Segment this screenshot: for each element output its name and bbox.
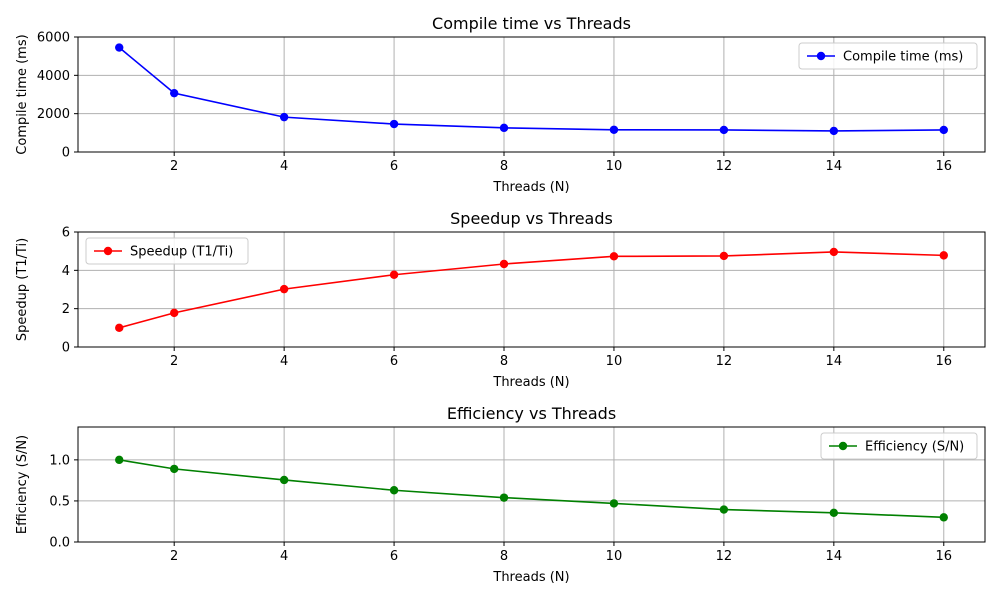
chart-title: Speedup vs Threads (450, 209, 613, 228)
subplot-1: 2 4 6 8 10 12 14 16 0 2000 4000 6000 Compile time vs… (15, 14, 986, 195)
data-point (389, 119, 399, 129)
data-point (499, 259, 509, 269)
data-point (499, 493, 509, 502)
data-point (115, 43, 124, 52)
x-axis-label: Threads (N) (492, 375, 569, 390)
x-tick-label: 4 (280, 549, 288, 564)
legend-label: Efficiency (S/N) (865, 440, 964, 455)
y-axis-label: Speedup (T1/Ti) (15, 238, 30, 341)
data-point (609, 125, 619, 134)
y-tick-label: 0.0 (49, 536, 70, 551)
legend-box (820, 432, 978, 460)
x-tick-label: 6 (390, 159, 398, 174)
data-point (609, 252, 619, 261)
legend-box (85, 237, 249, 265)
data-point (499, 123, 509, 133)
x-tick-label: 2 (170, 159, 178, 174)
x-tick-label: 4 (280, 159, 288, 174)
axes-frame (77, 231, 986, 348)
subplot-3: 2 4 6 8 10 12 14 16 0.0 0.5 1.0 Efficiency vs Threa… (15, 404, 986, 585)
data-point (939, 125, 948, 135)
y-tick-label: 4000 (37, 69, 70, 84)
data-point (279, 112, 289, 122)
subplot-2: 2 4 6 8 10 12 14 16 0 2 4 6 Speedup vs Threads Thread… (15, 209, 986, 390)
data-point (939, 251, 948, 260)
y-tick-label: 4 (62, 264, 70, 279)
data-point (829, 508, 839, 518)
y-tick-label: 0 (62, 341, 70, 356)
axes-frame (77, 426, 986, 543)
legend-marker (838, 441, 848, 451)
y-tick-label: 6000 (37, 31, 70, 46)
x-tick-label: 14 (826, 354, 843, 369)
x-tick-label: 16 (935, 354, 952, 369)
x-tick-label: 12 (716, 354, 733, 369)
x-tick-label: 16 (935, 549, 952, 564)
x-tick-label: 2 (170, 354, 178, 369)
legend-box (798, 42, 978, 70)
legend: Speedup (T1/Ti) (85, 237, 249, 265)
series-line (119, 459, 944, 519)
data-point (389, 270, 399, 279)
x-tick-label: 12 (716, 549, 733, 564)
x-tick-label: 10 (606, 159, 623, 174)
data-point (169, 464, 179, 474)
data-point (829, 126, 839, 136)
x-tick-label: 2 (170, 549, 178, 564)
data-point (115, 323, 124, 333)
x-axis-label: Threads (N) (492, 570, 569, 585)
data-point (169, 308, 179, 318)
x-tick-label: 16 (935, 159, 952, 174)
x-tick-label: 4 (280, 354, 288, 369)
x-tick-label: 10 (606, 354, 623, 369)
legend: Efficiency (S/N) (820, 432, 978, 460)
data-point (829, 247, 839, 257)
data-point (719, 251, 729, 261)
x-tick-label: 14 (826, 159, 843, 174)
x-tick-label: 8 (500, 354, 508, 369)
data-point (389, 486, 399, 495)
legend-label: Speedup (T1/Ti) (130, 245, 233, 260)
y-axis-label: Compile time (ms) (15, 34, 30, 154)
legend: Compile time (ms) (798, 42, 978, 70)
data-point (279, 475, 289, 485)
y-tick-label: 2 (62, 302, 70, 317)
data-point (719, 125, 729, 135)
x-tick-label: 12 (716, 159, 733, 174)
data-point (609, 499, 619, 508)
data-point (719, 505, 729, 514)
legend-marker (103, 246, 113, 256)
y-axis-label: Efficiency (S/N) (15, 435, 30, 534)
x-tick-label: 10 (606, 549, 623, 564)
data-point (279, 284, 289, 294)
chart-title: Compile time vs Threads (432, 14, 631, 33)
axes-frame (77, 36, 986, 153)
x-tick-label: 8 (500, 549, 508, 564)
y-tick-label: 0.5 (49, 494, 70, 509)
legend-marker (816, 51, 826, 61)
data-point (939, 513, 948, 522)
legend-label: Compile time (ms) (843, 50, 963, 65)
x-tick-label: 14 (826, 549, 843, 564)
x-tick-label: 6 (390, 354, 398, 369)
data-point (115, 455, 124, 465)
chart-title: Efficiency vs Threads (447, 404, 616, 423)
y-tick-label: 1.0 (49, 453, 70, 468)
x-axis-label: Threads (N) (492, 180, 569, 195)
data-point (169, 88, 179, 98)
x-tick-label: 6 (390, 549, 398, 564)
y-tick-label: 6 (62, 226, 70, 241)
y-tick-label: 2000 (37, 107, 70, 122)
y-tick-label: 0 (62, 146, 70, 161)
x-tick-label: 8 (500, 159, 508, 174)
